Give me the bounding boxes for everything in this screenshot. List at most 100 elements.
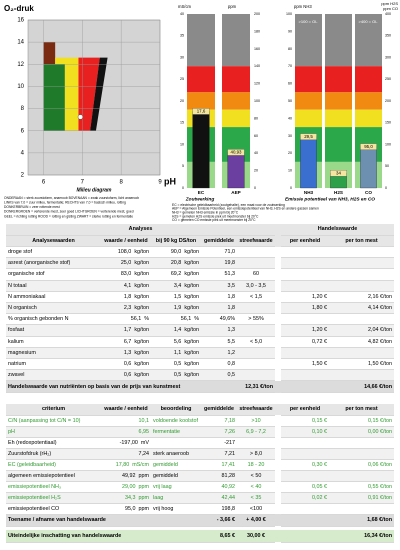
value-bar [192,111,210,189]
bar-zone [325,14,352,67]
value-cell: kg/ton 1,1 [151,347,201,359]
cell: < 50 [237,470,275,482]
value-label: 95,0 [364,144,373,149]
row: pH 6,95 fermentatie 7,26 6,9 - 7,2 0,10 € 0,00… [6,426,394,438]
legend-line: ONDERAAN = sterk zuurstofarm, anaeroob B… [4,196,139,200]
cell: 0,00 €/ton [329,426,394,438]
cell: >10 [237,415,275,427]
cell: 81,28 [201,470,237,482]
unit: kg/ton [184,249,199,256]
left-unit: ppm NH3 [294,4,312,9]
per-ton: 0,15 €/ton [368,417,392,424]
cell: <100 [237,503,275,515]
row: asrest (anorganische stof) kg/ton 25,0 kg/t… [6,257,395,270]
cell: 49,6% [201,313,237,326]
unit: kg/ton [134,249,149,256]
name: N totaal [8,282,27,289]
value-cell: kg/ton 1,3 [101,347,151,359]
header-cell: beoordeling [151,404,201,416]
value: 95,0 [125,505,136,512]
unit: kg/ton [184,349,199,356]
y-tick-label: 40 [180,12,184,16]
name: N organisch [8,305,37,312]
unit: kg/ton [184,305,199,312]
value: 1,1 [173,349,182,356]
per-ton: 0,55 €/ton [368,483,392,490]
value-box [330,170,347,177]
cell: emissiepotentieel NH₃ [6,481,101,493]
bar-zone [187,92,215,110]
cell: 0,91 €/ton [329,492,394,504]
target: 3,0 - 3,5 [246,282,266,289]
y-tick-label: 10 [288,169,292,173]
cell: 19,8 [201,257,237,270]
cell: 1,50 € [281,358,330,371]
cell: 17,41 [201,459,237,471]
cell: gemiddeld [151,470,201,482]
y2-tick-label: 60 [254,134,258,138]
judgement: vrij hoog [153,505,174,512]
value: 0,5 [173,372,182,379]
avg: 3,5 [227,282,236,289]
unit: kg/ton [134,372,149,379]
unit: kg/ton [134,271,149,278]
bar-zone [355,92,382,110]
spacer [275,257,282,269]
value-cell: kg/ton 1,9 [151,302,201,315]
value-cell: kg/ton 0,6 [101,358,151,371]
value-label: 29,5 [304,134,313,139]
cell: 2,04 €/ton [329,324,395,337]
header-cell: waarde / eenheid [101,404,151,416]
left-unit: mS/cm [178,4,192,9]
value-cell: kg/ton 2,3 [101,302,151,315]
spacer [275,291,282,303]
row: Eh (redoxpotentiaal) mV -197,00 -217 [6,437,394,449]
x-tick-label: 6 [42,180,46,186]
y2-tick-label: 300 [385,55,391,59]
name: emissiepotentieel CO [8,505,60,512]
y2-tick-label: 200 [254,12,260,16]
value: 1,4 [173,327,182,334]
value-cell: kg/ton 69,2 [151,268,201,281]
cell: droge stof [6,246,101,259]
value: 6,7 [123,338,132,345]
footer-row: Toename / afname van handelswaarde - 3,66… [6,514,394,527]
legend-line: H2S = gemeten H2S emissie piek uit meetm… [172,214,259,218]
name: zwavel [8,372,25,379]
value-cell: mS/cm 17,80 [101,459,151,471]
value-cell: ppm 29,00 [101,481,151,493]
value: 1,9 [173,305,182,312]
y2-tick-label: 150 [385,121,391,125]
cell: 3,5 [201,280,237,292]
price: 0,10 € [312,428,327,435]
cell: 0,05 € [281,481,329,493]
bar-zone [187,14,215,67]
cell: 40,92 [201,481,237,493]
bar-zone [325,109,352,128]
row: fosfaat kg/ton 1,7 kg/ton 1,4 1,3 1,20 €2,04 €… [6,324,395,337]
charts: O₂-druk 6 7 8 9 2 4 6 8 10 12 14 16 pH Milieu diagram O… [4,1,398,222]
value-label: 34 [336,170,341,175]
cell: 0,06 €/ton [329,459,394,471]
x-tick-label: 7 [81,180,85,186]
cell [281,514,329,527]
y-tick-label: 16 [17,18,24,24]
value-label: 40,93 [231,150,243,155]
value-cell: mV -197,00 [101,437,151,449]
avg: 0,5 [227,372,236,379]
cell: 0,15 €/ton [329,415,394,427]
bar-zone [295,92,322,110]
bar-zone [355,109,382,128]
cell [281,246,330,259]
y-tick-label: 8 [21,106,25,112]
legend-line: DONKERBRUIN = zeer rottende mest [4,205,60,209]
bar-zone [295,14,322,67]
footer-value: 16,34 €/ton [329,530,395,543]
bar-name: NH3 [304,190,314,195]
sample-point [77,114,84,120]
spacer [275,347,282,359]
value: 69,2 [170,271,182,278]
cell [281,257,330,270]
value: 108,0 [117,249,132,256]
cell [329,280,395,292]
